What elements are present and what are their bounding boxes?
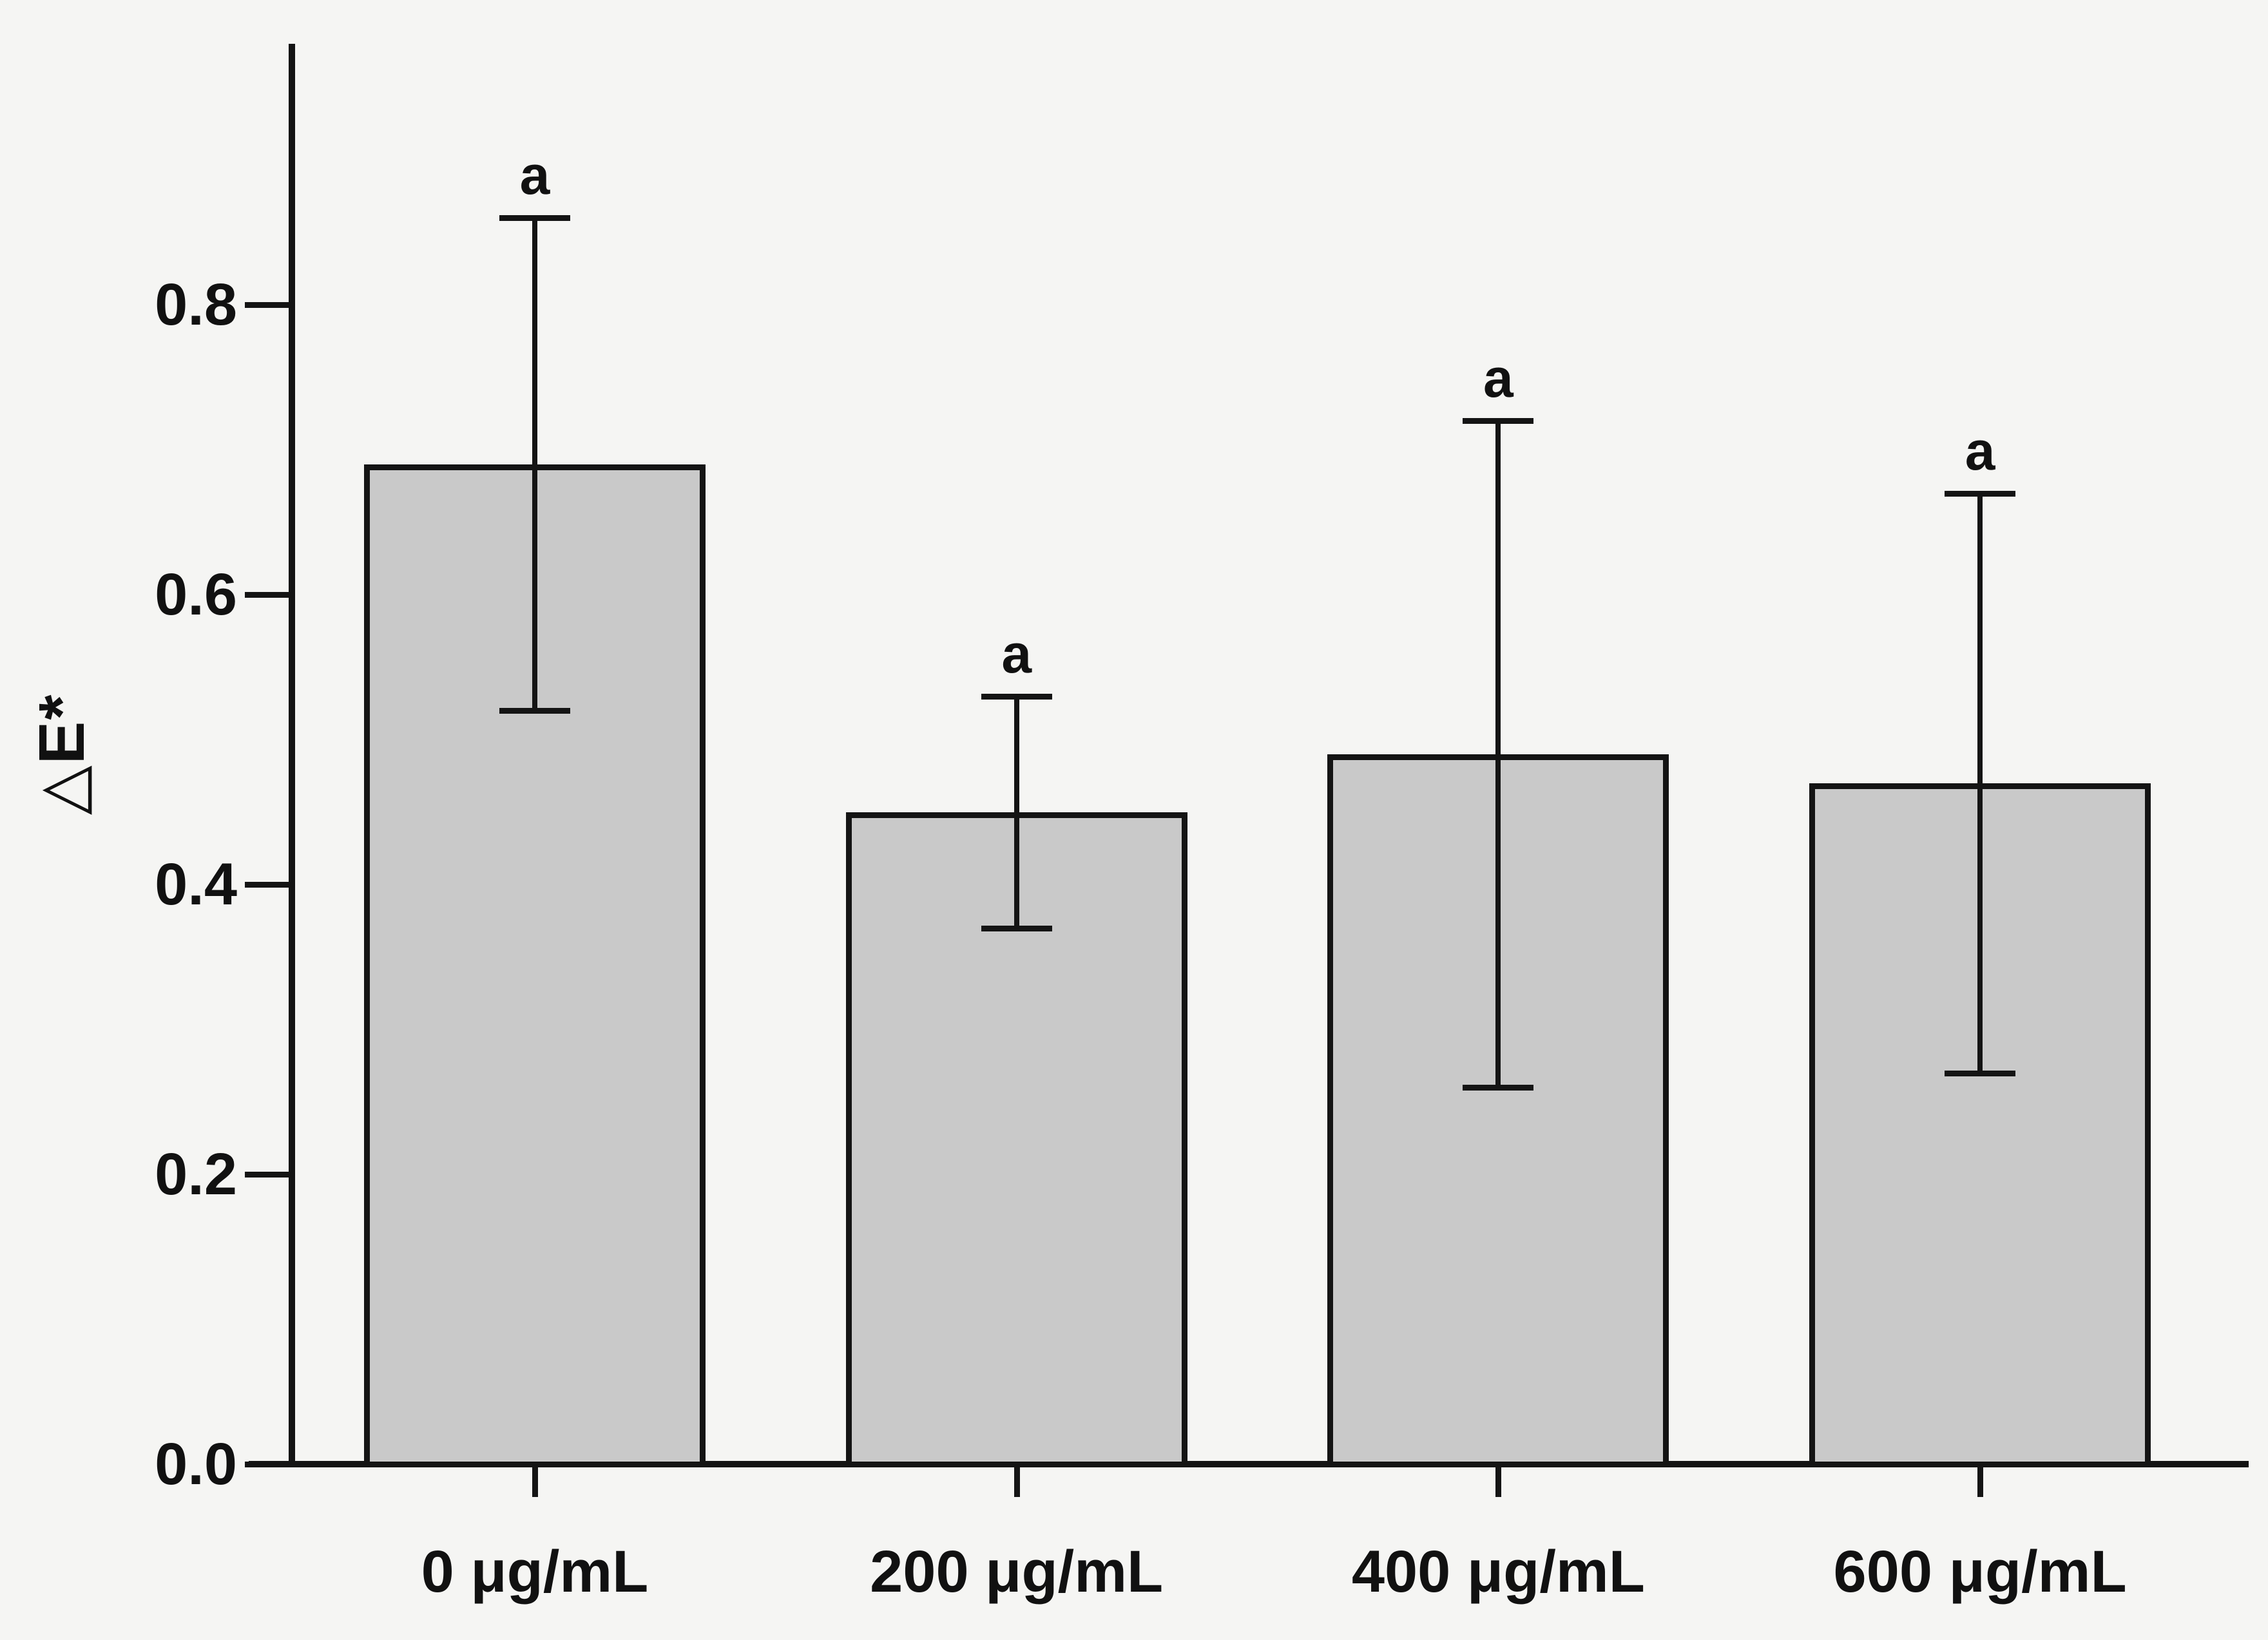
error-bar-line bbox=[1977, 493, 1983, 1073]
error-bar-cap-top bbox=[981, 693, 1052, 700]
x-category-label: 400 μg/mL bbox=[1351, 1539, 1645, 1605]
error-bar-cap-bottom bbox=[981, 925, 1052, 931]
x-axis-line bbox=[249, 1461, 2249, 1467]
x-axis-tick bbox=[1977, 1467, 1984, 1497]
error-bar-cap-bottom bbox=[1463, 1085, 1534, 1091]
x-axis-tick bbox=[532, 1467, 538, 1497]
x-category-label: 0 μg/mL bbox=[421, 1539, 649, 1605]
x-axis-tick bbox=[1495, 1467, 1502, 1497]
error-bar-line bbox=[532, 218, 537, 710]
significance-label: a bbox=[519, 145, 550, 205]
y-axis-title: △E* bbox=[25, 693, 98, 815]
y-tick-label: 0.6 bbox=[155, 562, 237, 627]
y-tick-label: 0.8 bbox=[155, 272, 237, 338]
error-bar-cap-bottom bbox=[499, 708, 570, 714]
error-bar-cap-top bbox=[499, 215, 570, 221]
x-category-label: 200 μg/mL bbox=[870, 1539, 1164, 1605]
y-tick-label: 0.0 bbox=[155, 1431, 237, 1497]
error-bar-cap-top bbox=[1945, 490, 2016, 497]
y-tick-label: 0.2 bbox=[155, 1141, 237, 1207]
x-axis-tick bbox=[1014, 1467, 1020, 1497]
y-axis-tick bbox=[245, 882, 289, 888]
significance-label: a bbox=[1483, 348, 1514, 408]
significance-label: a bbox=[1001, 623, 1032, 684]
significance-label: a bbox=[1965, 420, 1995, 481]
y-axis-line bbox=[289, 44, 295, 1467]
error-bar-line bbox=[1014, 696, 1019, 928]
error-bar-cap-top bbox=[1463, 418, 1534, 424]
error-bar-cap-bottom bbox=[1945, 1070, 2016, 1076]
y-axis-tick bbox=[245, 302, 289, 308]
error-bar-line bbox=[1495, 421, 1501, 1087]
y-axis-tick bbox=[245, 1462, 289, 1467]
y-axis-tick bbox=[245, 592, 289, 598]
y-tick-label: 0.4 bbox=[155, 852, 237, 917]
y-axis-tick bbox=[245, 1172, 289, 1178]
x-category-label: 600 μg/mL bbox=[1833, 1539, 2127, 1605]
